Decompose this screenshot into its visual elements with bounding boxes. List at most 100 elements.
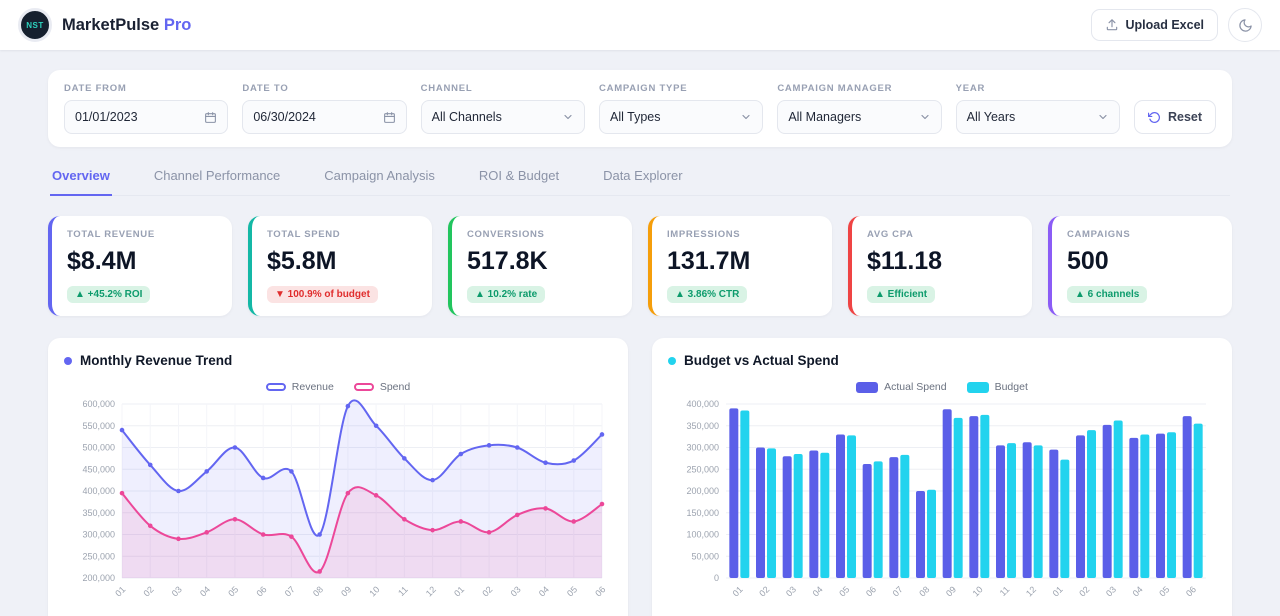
filter-year: YEAR All Years <box>955 83 1120 134</box>
campaign-type-select-value: All Types <box>609 110 661 124</box>
legend-swatch-icon <box>265 383 286 391</box>
svg-text:10: 10 <box>367 584 381 598</box>
monthly-revenue-trend-card: Monthly Revenue Trend Revenue Spend 200,0… <box>48 338 628 616</box>
svg-text:05: 05 <box>565 584 579 598</box>
chevron-down-icon <box>1097 111 1109 123</box>
legend-item[interactable]: Spend <box>353 380 410 394</box>
chart-title: Monthly Revenue Trend <box>64 353 612 368</box>
svg-text:02: 02 <box>1077 584 1091 598</box>
budget-vs-actual-spend-card: Budget vs Actual Spend Actual Spend Budge… <box>652 338 1232 616</box>
svg-text:06: 06 <box>864 584 878 598</box>
svg-text:02: 02 <box>757 584 771 598</box>
kpi-card-campaigns: CAMPAIGNS 500 ▲ 6 channels <box>1048 216 1232 316</box>
chart-title-text: Budget vs Actual Spend <box>684 353 839 368</box>
status-badge: ▲ +45.2% ROI <box>67 286 151 303</box>
status-badge: ▲ 3.86% CTR <box>667 286 748 303</box>
app-logo: NST <box>18 8 52 42</box>
tab-overview[interactable]: Overview <box>50 157 112 196</box>
year-select[interactable]: All Years <box>955 100 1120 134</box>
kpi-card-avg-cpa: AVG CPA $11.18 ▲ Efficient <box>848 216 1032 316</box>
kpi-value: $5.8M <box>267 247 337 275</box>
kpi-value: 517.8K <box>467 247 548 275</box>
budget-vs-actual-spend-chart: 0 50,000 100,000 150,000 200,000 250,000 300,0… <box>668 398 1216 616</box>
upload-excel-label: Upload Excel <box>1125 18 1205 32</box>
svg-text:01: 01 <box>452 584 466 598</box>
legend-swatch-icon <box>856 381 879 393</box>
channel-select-value: All Channels <box>431 110 502 124</box>
date-from-field <box>64 100 229 134</box>
main-content: DATE FROM DATE TO CHANNEL All Channels <box>0 50 1280 616</box>
calendar-icon[interactable] <box>383 111 396 124</box>
chevron-down-icon <box>562 111 574 123</box>
svg-text:300,000: 300,000 <box>82 530 115 540</box>
svg-text:450,000: 450,000 <box>82 464 115 474</box>
legend-item[interactable]: Revenue <box>265 380 334 394</box>
filter-campaign-type: CAMPAIGN TYPE All Types <box>598 83 764 134</box>
kpi-value: $8.4M <box>67 247 137 275</box>
legend-swatch-icon <box>966 381 989 393</box>
svg-text:09: 09 <box>339 584 353 598</box>
tab-campaign-analysis[interactable]: Campaign Analysis <box>324 168 435 183</box>
date-to-input[interactable] <box>253 110 383 124</box>
app-header: NST MarketPulse Pro Upload Excel <box>0 0 1280 50</box>
date-from-label: DATE FROM <box>64 83 127 94</box>
legend-item[interactable]: Actual Spend <box>856 380 947 394</box>
svg-text:05: 05 <box>226 584 240 598</box>
year-label: YEAR <box>955 83 986 94</box>
chevron-down-icon <box>919 111 931 123</box>
channel-select[interactable]: All Channels <box>420 100 585 134</box>
date-to-label: DATE TO <box>242 83 289 94</box>
svg-text:02: 02 <box>480 584 494 598</box>
legend-label: Actual Spend <box>884 381 947 393</box>
calendar-icon[interactable] <box>204 111 217 124</box>
charts-row: Monthly Revenue Trend Revenue Spend 200,0… <box>48 338 1232 616</box>
campaign-type-label: CAMPAIGN TYPE <box>598 83 688 94</box>
svg-text:11: 11 <box>998 584 1012 598</box>
kpi-value: $11.18 <box>867 247 943 275</box>
svg-text:08: 08 <box>917 584 931 598</box>
kpi-label: TOTAL SPEND <box>267 229 341 240</box>
theme-toggle-button[interactable] <box>1228 8 1262 42</box>
kpi-card-impressions: IMPRESSIONS 131.7M ▲ 3.86% CTR <box>648 216 832 316</box>
svg-text:03: 03 <box>170 584 184 598</box>
status-badge: ▲ Efficient <box>867 286 936 303</box>
chart-legend: Actual Spend Budget <box>668 380 1216 394</box>
svg-text:04: 04 <box>537 584 551 598</box>
kpi-card-conversions: CONVERSIONS 517.8K ▲ 10.2% rate <box>448 216 632 316</box>
kpi-card-total-revenue: TOTAL REVENUE $8.4M ▲ +45.2% ROI <box>48 216 232 316</box>
svg-text:100,000: 100,000 <box>686 530 719 540</box>
bullet-icon <box>64 356 72 365</box>
svg-text:200,000: 200,000 <box>82 573 115 583</box>
tab-roi-budget[interactable]: ROI & Budget <box>478 168 560 183</box>
kpi-value: 500 <box>1067 247 1109 275</box>
reset-label: Reset <box>1167 110 1203 124</box>
chevron-down-icon <box>740 111 752 123</box>
chart-title-text: Monthly Revenue Trend <box>80 353 233 368</box>
svg-text:06: 06 <box>593 584 607 598</box>
kpi-label: CONVERSIONS <box>467 229 545 240</box>
app-title-text: MarketPulse <box>62 15 160 34</box>
tab-data-explorer[interactable]: Data Explorer <box>603 168 683 183</box>
filter-campaign-manager: CAMPAIGN MANAGER All Managers <box>777 83 942 134</box>
upload-excel-button[interactable]: Upload Excel <box>1090 9 1218 41</box>
legend-item[interactable]: Budget <box>966 380 1028 394</box>
campaign-type-select[interactable]: All Types <box>598 100 764 134</box>
brand: NST MarketPulse Pro <box>18 8 191 42</box>
monthly-revenue-trend-chart: 200,000 250,000 300,000 350,000 400,000 450,0… <box>64 398 612 616</box>
svg-text:150,000: 150,000 <box>686 508 719 518</box>
status-badge: ▲ 10.2% rate <box>467 286 546 303</box>
chart-title: Budget vs Actual Spend <box>668 353 1216 368</box>
svg-text:350,000: 350,000 <box>82 508 115 518</box>
filter-channel: CHANNEL All Channels <box>420 83 585 134</box>
kpi-label: CAMPAIGNS <box>1067 229 1131 240</box>
svg-text:250,000: 250,000 <box>82 551 115 561</box>
campaign-manager-select[interactable]: All Managers <box>777 100 942 134</box>
svg-text:09: 09 <box>944 584 958 598</box>
tab-channel-performance[interactable]: Channel Performance <box>153 168 281 183</box>
tab-bar: Overview Channel Performance Campaign An… <box>50 157 1230 196</box>
svg-text:0: 0 <box>714 573 719 583</box>
reset-button[interactable]: Reset <box>1133 100 1217 134</box>
date-from-input[interactable] <box>75 110 205 124</box>
status-badge: ▲ 6 channels <box>1067 286 1148 303</box>
svg-text:06: 06 <box>254 584 268 598</box>
